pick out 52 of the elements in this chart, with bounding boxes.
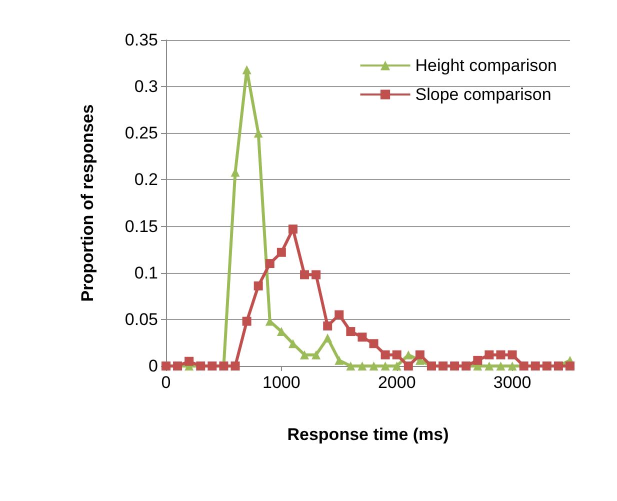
y-tick-label: 0.3 (134, 77, 158, 96)
point (380, 350, 390, 360)
point (404, 362, 413, 370)
point (323, 321, 332, 330)
y-tick-label: 0.2 (134, 170, 158, 190)
point (230, 362, 240, 370)
x-axis-title: Response time (ms) (287, 425, 449, 444)
point (346, 362, 356, 370)
point (300, 350, 310, 360)
point (334, 310, 344, 320)
point (312, 270, 321, 280)
point (508, 350, 517, 360)
point (276, 248, 286, 257)
point (496, 350, 506, 360)
y-tick-label: 0.15 (124, 216, 158, 236)
x-tick-label: 0 (161, 373, 171, 392)
y-tick-label: 0 (148, 356, 158, 376)
point (392, 350, 402, 360)
x-tick-label: 3000 (493, 373, 532, 392)
point (288, 224, 298, 234)
point (184, 356, 194, 366)
point (242, 316, 252, 326)
point (496, 362, 506, 370)
x-tick-label: 2000 (378, 373, 416, 392)
point (346, 327, 356, 336)
legend-label: Slope comparison (415, 85, 552, 104)
point (473, 356, 482, 365)
point (358, 362, 367, 370)
point (415, 350, 424, 360)
y-tick-label: 0.25 (124, 124, 158, 143)
point (369, 339, 378, 348)
y-tick-label: 0.05 (124, 310, 158, 329)
point (265, 259, 274, 268)
y-tick-label: 0.35 (124, 30, 158, 50)
y-axis-title: Proportion of responses (78, 104, 97, 302)
point (358, 332, 367, 342)
point (334, 356, 344, 365)
legend-label: Height comparison (415, 56, 558, 75)
point (242, 65, 252, 74)
point (300, 270, 310, 280)
point (484, 350, 494, 360)
point (369, 362, 378, 370)
point (508, 362, 517, 370)
y-tick-label: 0.1 (134, 263, 158, 282)
point (566, 362, 574, 370)
point (392, 362, 402, 370)
point (484, 362, 494, 370)
x-tick-label: 1000 (262, 373, 300, 392)
point (312, 350, 321, 360)
point (323, 334, 332, 343)
point (254, 281, 263, 290)
point (380, 362, 390, 370)
